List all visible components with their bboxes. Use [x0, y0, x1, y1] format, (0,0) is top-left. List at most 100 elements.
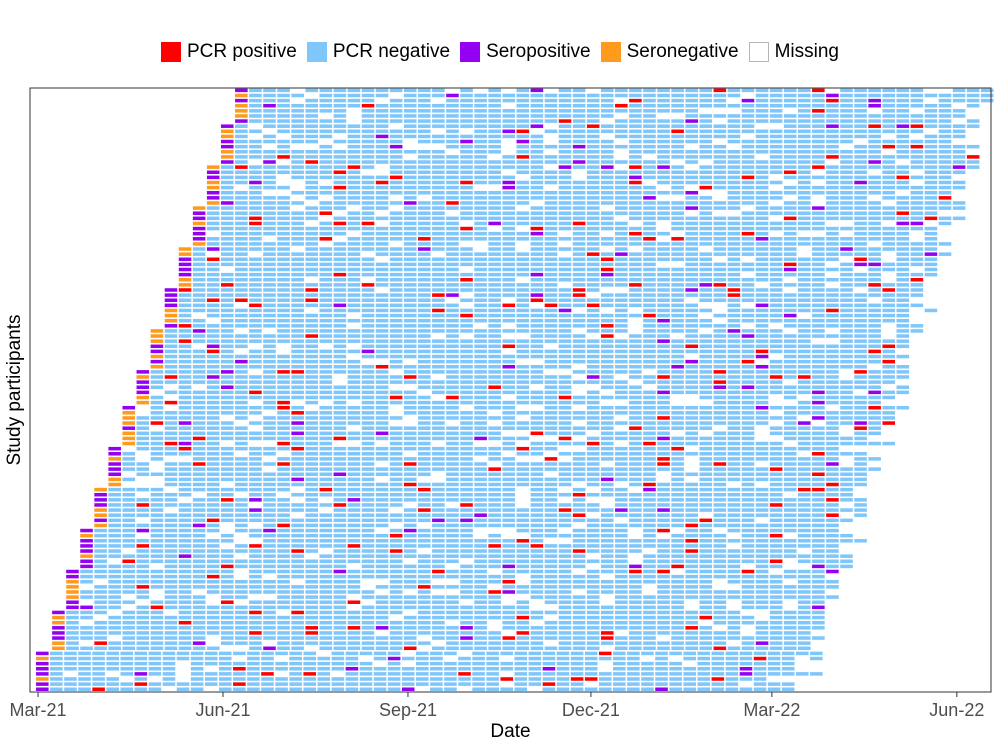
- cell: [685, 615, 698, 620]
- cell: [94, 574, 107, 579]
- cell: [727, 185, 741, 190]
- cell: [812, 482, 825, 487]
- cell: [685, 318, 698, 323]
- cell: [826, 196, 839, 200]
- cell: [854, 226, 867, 231]
- cell: [671, 544, 684, 548]
- cell: [389, 631, 403, 635]
- cell: [671, 411, 684, 415]
- cell: [530, 370, 544, 374]
- cell: [769, 595, 783, 599]
- cell: [235, 436, 248, 441]
- cell: [826, 385, 839, 389]
- cell: [586, 421, 600, 425]
- cell: [148, 667, 162, 671]
- cell: [812, 615, 825, 620]
- cell: [727, 344, 741, 349]
- cell: [150, 528, 164, 533]
- cell: [261, 687, 274, 691]
- cell: [389, 237, 403, 241]
- cell: [713, 252, 727, 256]
- cell: [502, 237, 516, 241]
- cell: [261, 667, 274, 671]
- cell: [826, 559, 839, 564]
- cell: [432, 416, 445, 420]
- cell: [235, 503, 248, 507]
- cell: [235, 487, 248, 492]
- cell: [389, 533, 403, 538]
- cell: [94, 487, 107, 492]
- cell: [178, 441, 192, 446]
- cell: [840, 559, 853, 564]
- cell: [826, 441, 839, 446]
- cell: [474, 631, 487, 635]
- cell: [66, 615, 79, 620]
- cell: [206, 452, 220, 456]
- cell: [418, 354, 431, 359]
- cell: [685, 518, 698, 523]
- cell: [122, 564, 136, 569]
- cell: [347, 631, 361, 635]
- cell: [305, 457, 318, 461]
- cell: [460, 237, 473, 241]
- cell: [164, 539, 178, 543]
- cell: [727, 487, 741, 492]
- cell: [305, 585, 318, 589]
- cell: [600, 365, 614, 369]
- cell: [615, 196, 628, 200]
- cell: [50, 667, 63, 671]
- cell: [432, 324, 445, 328]
- cell: [685, 436, 698, 441]
- cell: [291, 508, 304, 512]
- cell: [671, 472, 684, 477]
- cell: [769, 385, 783, 389]
- cell: [753, 661, 767, 666]
- cell: [375, 452, 389, 456]
- cell: [432, 457, 445, 461]
- cell: [80, 574, 93, 579]
- cell: [249, 365, 262, 369]
- cell: [192, 324, 206, 328]
- cell: [403, 395, 417, 400]
- cell: [699, 375, 713, 379]
- cell: [432, 170, 445, 175]
- cell: [249, 237, 262, 241]
- cell: [727, 175, 741, 180]
- cell: [319, 303, 333, 308]
- cell: [643, 365, 656, 369]
- cell: [277, 436, 290, 441]
- cell: [812, 590, 825, 594]
- cell: [727, 365, 741, 369]
- cell: [826, 426, 839, 430]
- cell: [713, 385, 727, 389]
- cell: [164, 446, 178, 451]
- cell: [347, 585, 361, 589]
- cell: [699, 636, 713, 640]
- cell: [333, 605, 347, 610]
- cell: [812, 472, 825, 477]
- cell: [558, 626, 572, 630]
- cell: [713, 559, 727, 564]
- cell: [263, 298, 276, 302]
- cell: [418, 175, 431, 180]
- cell: [615, 477, 628, 482]
- cell: [277, 523, 290, 528]
- cell: [361, 426, 375, 430]
- cell: [755, 175, 769, 180]
- cell: [572, 380, 586, 384]
- cell: [94, 539, 107, 543]
- cell: [305, 247, 318, 251]
- cell: [629, 252, 642, 256]
- cell: [460, 344, 473, 349]
- cell: [502, 242, 516, 246]
- cell: [303, 667, 316, 671]
- cell: [741, 492, 755, 497]
- cell: [572, 426, 586, 430]
- cell: [502, 262, 516, 267]
- cell: [206, 579, 220, 584]
- cell: [741, 600, 755, 604]
- cell: [134, 672, 148, 676]
- cell: [432, 487, 445, 492]
- cell: [249, 457, 262, 461]
- cell: [685, 237, 698, 241]
